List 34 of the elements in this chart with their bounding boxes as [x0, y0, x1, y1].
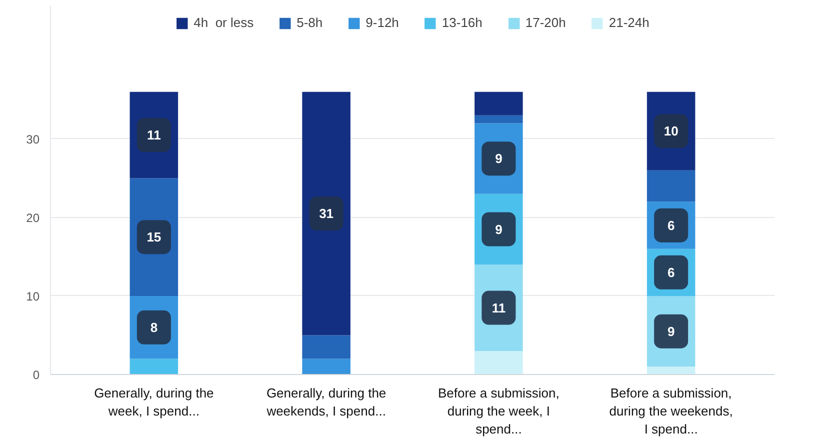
bar [646, 366, 696, 374]
y-tick-label: 20 [26, 210, 40, 225]
bar [302, 92, 350, 336]
data-label: 11 [147, 128, 161, 143]
bar [474, 350, 523, 374]
x-tick-label: Generally, during the week, I spend... [94, 386, 214, 418]
x-tick-label: Generally, during the weekends, I spend... [266, 386, 386, 418]
legend-label: 21-24h [608, 15, 650, 30]
data-label: 11 [492, 300, 506, 316]
y-tick-label: 30 [26, 132, 40, 146]
legend-label: 13-16h [442, 15, 482, 30]
legend-label: 5-8h [296, 15, 323, 30]
data-label: 9 [495, 151, 502, 166]
bar [302, 358, 350, 374]
legend-label: 9-12h [366, 15, 399, 30]
legend-label: 17-20h [525, 15, 566, 30]
data-label: 6 [667, 264, 675, 280]
bar [130, 358, 178, 374]
data-label: 9 [667, 324, 675, 339]
bar [474, 92, 523, 116]
x-tick-label: Before a submission, during the weekends, I spend... [609, 386, 733, 436]
bar [302, 335, 350, 359]
y-tick-label: 10 [26, 289, 40, 304]
bar [646, 170, 696, 202]
legend-label: 4h or less [194, 15, 254, 30]
x-tick-label: Before a submission, during the week, I spend... [438, 386, 560, 436]
data-label: 10 [664, 124, 678, 139]
data-label: 6 [667, 218, 675, 233]
data-label: 8 [150, 320, 158, 335]
data-label: 31 [319, 206, 334, 222]
bar [474, 115, 523, 124]
data-label: 15 [146, 230, 162, 245]
data-label: 9 [495, 222, 502, 237]
y-tick-label: 0 [32, 368, 40, 382]
